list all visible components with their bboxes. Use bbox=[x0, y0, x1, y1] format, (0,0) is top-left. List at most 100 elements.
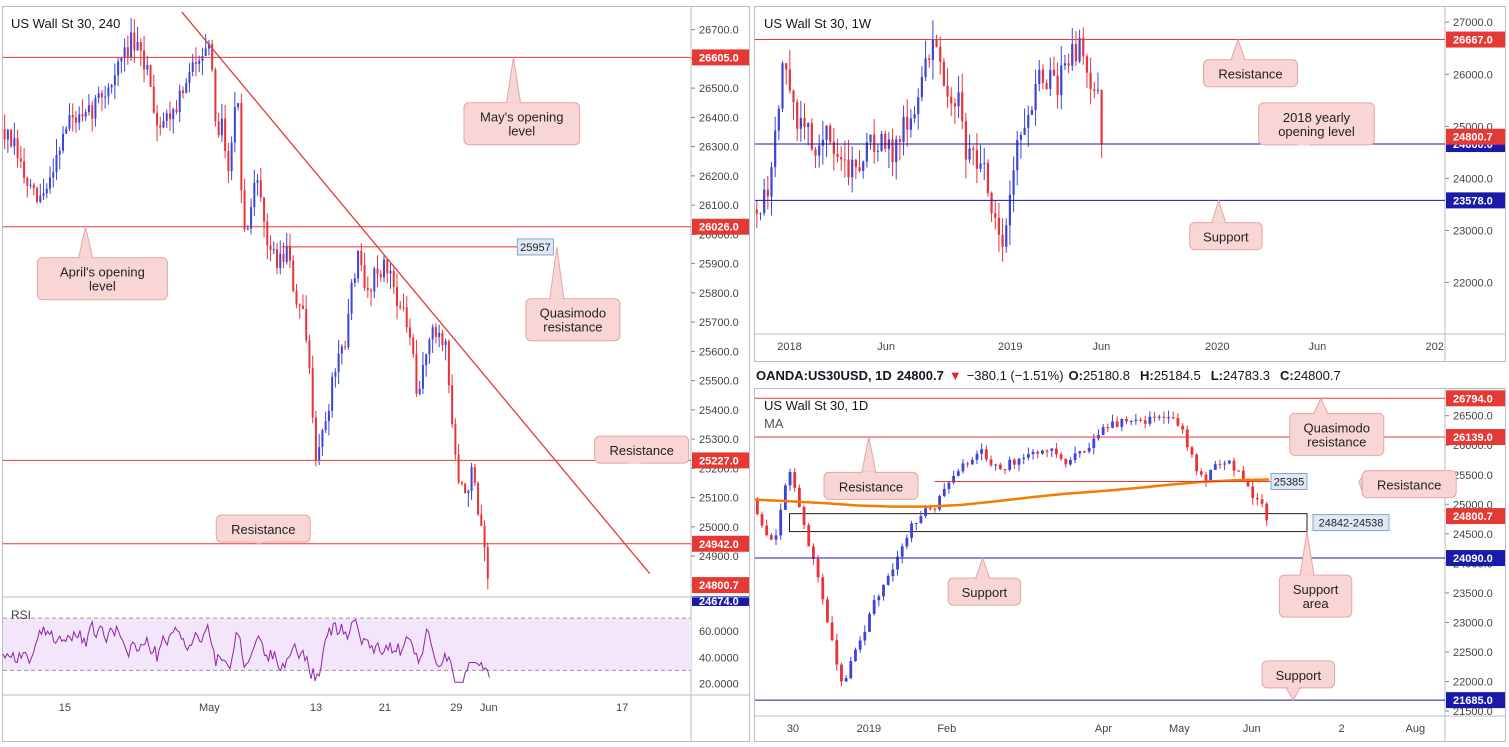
d1-candle bbox=[821, 577, 825, 600]
d1-candle bbox=[1223, 463, 1227, 465]
h4-x-tick-0: 15 bbox=[59, 702, 71, 714]
h4-candle bbox=[350, 282, 353, 314]
h4-x-tick-3: 21 bbox=[379, 702, 391, 714]
h4-candle bbox=[36, 188, 39, 203]
d1-candle bbox=[1199, 471, 1203, 475]
w1-candle bbox=[1078, 37, 1081, 62]
w1-chart-panel[interactable]: 27000.0 26000.0 25000.0 24000.0 23000.0 22000… bbox=[754, 6, 1506, 362]
d1-short-level-tag-bg-0 bbox=[1270, 473, 1308, 491]
h4-candle bbox=[486, 547, 489, 579]
d1-candle bbox=[1185, 429, 1189, 448]
h4-candle bbox=[256, 180, 259, 183]
d1-candle bbox=[896, 556, 899, 570]
h4-candle bbox=[246, 228, 249, 230]
w1-candle bbox=[986, 162, 990, 193]
w1-candle bbox=[939, 46, 942, 62]
h4-rsi-band bbox=[3, 618, 691, 671]
h4-candle bbox=[162, 120, 165, 128]
d1-x-tick-5: Jun bbox=[1243, 723, 1261, 735]
w1-candle bbox=[803, 117, 806, 127]
d1-candle bbox=[755, 498, 759, 515]
h4-chart-svg[interactable]: 26700.026600.026500.026400.026300.026200… bbox=[3, 7, 750, 742]
h4-candle bbox=[441, 332, 444, 346]
h4-candle bbox=[81, 114, 84, 117]
w1-candle bbox=[774, 130, 777, 168]
d1-short-level-tag-0: 25385 bbox=[1274, 477, 1305, 489]
w1-candle bbox=[755, 209, 758, 214]
h4-callout-pointer-0 bbox=[505, 57, 522, 104]
h4-candle bbox=[438, 332, 441, 337]
h4-partial-tag: 24674.0 bbox=[699, 596, 739, 608]
w1-level-tag-bg-0 bbox=[1446, 31, 1505, 48]
h4-rsi-tick-0: 60.0000 bbox=[699, 626, 739, 638]
w1-candle bbox=[1056, 75, 1059, 96]
w1-candle bbox=[785, 63, 788, 70]
w1-callout-box-0 bbox=[1203, 59, 1298, 88]
d1-candle bbox=[1162, 416, 1166, 418]
d1-callout-pointer-4 bbox=[1299, 531, 1315, 576]
w1-candle bbox=[1012, 170, 1015, 195]
w1-candle bbox=[1082, 37, 1085, 57]
h4-trendline bbox=[181, 11, 651, 575]
h4-candle bbox=[23, 161, 26, 178]
w1-price-tag: 24800.7 bbox=[1453, 132, 1493, 144]
h4-candle bbox=[224, 118, 227, 151]
h4-candle bbox=[464, 483, 467, 493]
h4-y-tick-12: 25500.0 bbox=[699, 376, 739, 388]
w1-candle bbox=[836, 153, 839, 157]
d1-level-tag-0: 26794.0 bbox=[1453, 393, 1493, 405]
w1-candle bbox=[1034, 83, 1037, 110]
w1-chart-title: US Wall St 30, 1W bbox=[764, 16, 872, 31]
h4-candle bbox=[467, 490, 470, 493]
d1-chart-svg[interactable]: 26500.026000.025500.025000.024500.024000… bbox=[755, 389, 1506, 742]
symbol-header: OANDA:US30USD, 1D 24800.7 ▼ −380.1 (−1.51%)… bbox=[754, 366, 1509, 388]
h4-candle bbox=[327, 410, 330, 422]
w1-callout-pointer-2 bbox=[1210, 198, 1227, 224]
d1-callout-label-3: Support bbox=[962, 585, 1008, 600]
d1-candle bbox=[1022, 457, 1026, 459]
w1-candle bbox=[1038, 69, 1041, 84]
header-open: O:25180.8 bbox=[1068, 368, 1130, 383]
d1-level-tag-bg-3 bbox=[1446, 692, 1505, 709]
h4-short-level-tag-bg-0 bbox=[516, 238, 554, 256]
d1-chart-panel[interactable]: 26500.026000.025500.025000.024500.024000… bbox=[754, 388, 1506, 742]
h4-candle bbox=[55, 154, 58, 173]
h4-price-tag: 24800.7 bbox=[699, 580, 739, 592]
h4-candle bbox=[311, 368, 314, 418]
h4-price-tag-bg bbox=[692, 577, 749, 594]
d1-candle bbox=[1255, 497, 1259, 500]
w1-chart-svg[interactable]: 27000.0 26000.0 25000.0 24000.0 23000.0 22000… bbox=[755, 7, 1506, 362]
h4-callout-box-1 bbox=[36, 257, 168, 301]
w1-x-tick-3: Jun bbox=[1093, 341, 1111, 353]
d1-candle bbox=[994, 464, 998, 466]
h4-candle bbox=[185, 82, 188, 94]
d1-price-tag: 24800.7 bbox=[1453, 511, 1493, 523]
h4-callout-box-3 bbox=[594, 435, 690, 464]
h4-callout-label-3: Resistance bbox=[610, 443, 674, 458]
d1-y-tick-9: 22000.0 bbox=[1453, 677, 1493, 689]
w1-candle bbox=[975, 149, 979, 169]
d1-candle bbox=[1106, 427, 1110, 429]
h4-y-tick-18: 24900.0 bbox=[699, 551, 739, 563]
w1-candle bbox=[942, 61, 945, 86]
h4-candle bbox=[204, 48, 207, 56]
h4-chart-panel[interactable]: 26700.026600.026500.026400.026300.026200… bbox=[2, 6, 750, 742]
h4-candle bbox=[188, 71, 191, 83]
h4-candle bbox=[357, 250, 360, 279]
w1-callout-seam-1 bbox=[1297, 143, 1310, 146]
header-close: C:24800.7 bbox=[1280, 368, 1341, 383]
d1-level-tag-1: 26139.0 bbox=[1453, 432, 1493, 444]
h4-candle bbox=[321, 430, 324, 448]
d1-callout-label-2: Resistance bbox=[1377, 478, 1441, 493]
w1-candle bbox=[818, 145, 821, 156]
w1-candle bbox=[931, 39, 934, 61]
w1-candle bbox=[997, 217, 1001, 235]
w1-candle bbox=[909, 118, 912, 130]
d1-callout-seam-5 bbox=[1287, 686, 1300, 689]
d1-candle bbox=[807, 525, 811, 547]
d1-candle bbox=[1026, 454, 1030, 458]
h4-candle bbox=[149, 64, 152, 87]
h4-candle bbox=[298, 304, 301, 306]
d1-candle bbox=[1069, 459, 1072, 465]
w1-y-tick-0: 27000.0 bbox=[1453, 17, 1493, 29]
